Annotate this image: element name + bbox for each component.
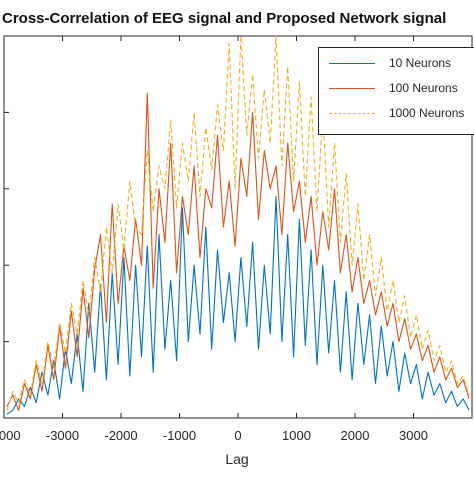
x-tick-label: -3000 bbox=[46, 428, 79, 443]
legend: 10 Neurons 100 Neurons 1000 Neurons bbox=[318, 47, 474, 135]
x-tick-label: -1000 bbox=[163, 428, 196, 443]
legend-swatch bbox=[329, 63, 375, 64]
x-axis-label: Lag bbox=[225, 451, 249, 467]
legend-item-10-neurons: 10 Neurons bbox=[319, 54, 474, 74]
series-line-1000-neurons bbox=[6, 35, 470, 411]
x-tick-label: -2000 bbox=[104, 428, 137, 443]
legend-swatch bbox=[329, 88, 375, 89]
x-tick-label: 0 bbox=[234, 428, 241, 443]
legend-item-100-neurons: 100 Neurons bbox=[319, 79, 474, 99]
series-line-100-neurons bbox=[6, 92, 470, 411]
legend-label: 10 Neurons bbox=[389, 56, 452, 70]
x-tick-label: 2000 bbox=[341, 428, 370, 443]
legend-item-1000-neurons: 1000 Neurons bbox=[319, 104, 474, 124]
x-tick-label: 3000 bbox=[399, 428, 428, 443]
legend-label: 100 Neurons bbox=[389, 81, 458, 95]
x-tick-label: -4000 bbox=[0, 428, 21, 443]
series-line-10-neurons bbox=[6, 195, 470, 415]
legend-label: 1000 Neurons bbox=[389, 106, 465, 120]
chart-title: Cross-Correlation of EEG signal and Prop… bbox=[2, 10, 447, 27]
legend-swatch bbox=[329, 113, 375, 114]
x-tick-label: 1000 bbox=[282, 428, 311, 443]
